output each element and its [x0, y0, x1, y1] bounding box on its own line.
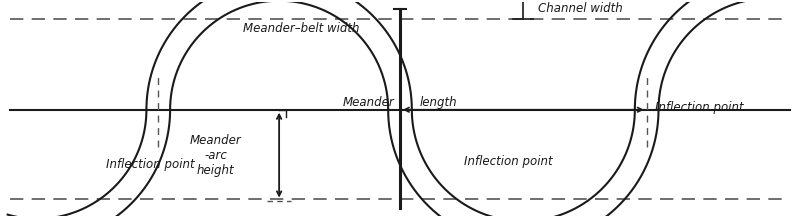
Text: Meander
-arc
height: Meander -arc height — [190, 134, 242, 177]
Text: Inflection point: Inflection point — [464, 155, 553, 168]
Text: Inflection point: Inflection point — [106, 158, 194, 171]
Text: Channel width: Channel width — [538, 2, 623, 15]
Text: Inflection point: Inflection point — [654, 101, 743, 114]
Text: Meander: Meander — [342, 96, 394, 109]
Text: Meander–belt width: Meander–belt width — [243, 22, 359, 35]
Text: length: length — [420, 96, 458, 109]
